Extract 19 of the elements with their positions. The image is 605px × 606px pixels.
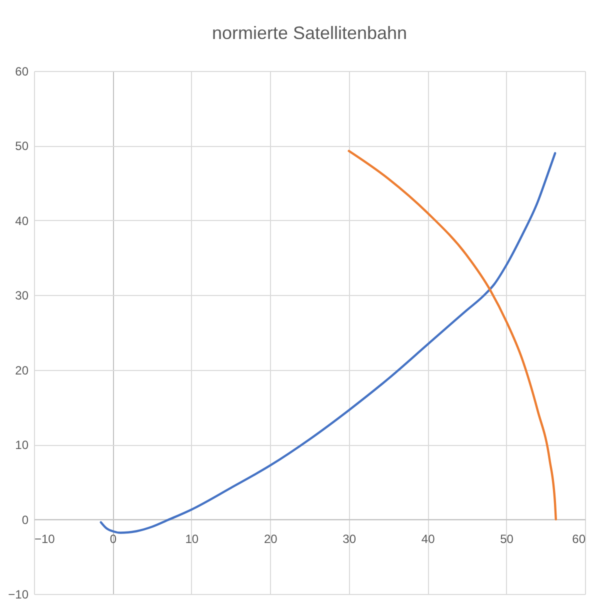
x-tick-label: 0 [110, 532, 117, 546]
y-tick-label: 0 [22, 512, 29, 527]
y-tick-label: 20 [15, 363, 29, 378]
y-tick-label: 50 [15, 139, 29, 154]
y-tick-label: 40 [15, 214, 29, 228]
x-tick-label: −10 [34, 532, 56, 546]
x-tick-label: 30 [342, 532, 356, 546]
y-tick-label: 30 [15, 288, 29, 303]
y-tick-label: 10 [15, 438, 29, 452]
y-tick-label: −10 [8, 588, 29, 602]
chart-title: normierte Satellitenbahn [212, 23, 408, 43]
x-tick-label: 60 [572, 532, 586, 546]
y-tick-label: 60 [15, 64, 29, 78]
line-series [348, 150, 557, 520]
x-tick-label: 50 [500, 532, 514, 546]
x-tick-label: 40 [421, 532, 436, 546]
x-tick-label: 10 [185, 532, 199, 546]
x-tick-label: 20 [264, 532, 278, 546]
line-series [100, 152, 556, 534]
